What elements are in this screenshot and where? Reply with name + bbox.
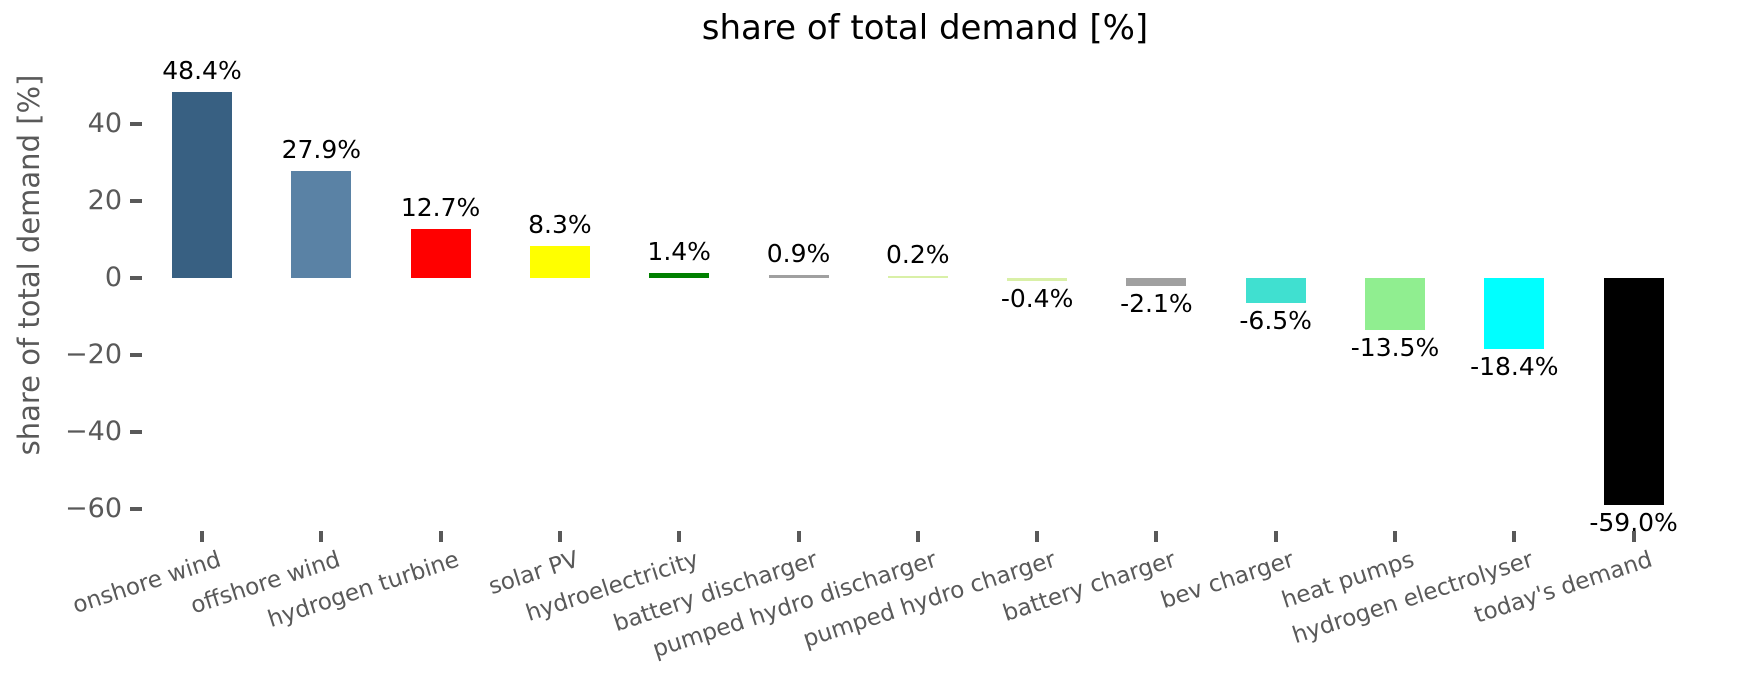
bar-value-label: 27.9% bbox=[281, 134, 361, 164]
bar-solar-pv bbox=[529, 246, 590, 278]
bar-battery-discharger bbox=[768, 274, 829, 278]
x-tick-mark bbox=[677, 531, 682, 542]
x-tick-mark bbox=[319, 531, 324, 542]
x-tick-mark bbox=[1273, 531, 1278, 542]
x-tick-mark bbox=[557, 531, 562, 542]
bar-value-label: -2.1% bbox=[1120, 289, 1193, 319]
bar-hydroelectricity bbox=[649, 272, 710, 278]
bar-bev-charger bbox=[1245, 278, 1306, 304]
x-tick-mark bbox=[915, 531, 920, 542]
x-tick-mark bbox=[438, 531, 443, 542]
y-tick-mark bbox=[130, 199, 142, 203]
x-tick-mark bbox=[1154, 531, 1159, 542]
bar-pumped-hydro-charger bbox=[1007, 278, 1068, 281]
y-tick-mark bbox=[130, 276, 142, 280]
y-tick-label: −20 bbox=[65, 339, 122, 370]
bar-value-label: 48.4% bbox=[162, 55, 242, 85]
bar-today-s-demand bbox=[1603, 278, 1664, 506]
bar-value-label: 8.3% bbox=[528, 210, 592, 240]
bar-value-label: -13.5% bbox=[1350, 332, 1440, 362]
chart-title: share of total demand [%] bbox=[701, 8, 1149, 48]
bar-onshore-wind bbox=[172, 91, 232, 278]
bar-value-label: 0.2% bbox=[886, 239, 950, 269]
bar-offshore-wind bbox=[291, 170, 352, 278]
x-tick-mark bbox=[1631, 531, 1636, 542]
y-tick-label: −60 bbox=[65, 493, 122, 524]
x-tick-mark bbox=[200, 531, 204, 542]
bar-value-label: -6.5% bbox=[1239, 306, 1312, 336]
y-tick-mark bbox=[130, 430, 142, 434]
x-tick-mark bbox=[1035, 531, 1040, 542]
x-tick-mark bbox=[796, 531, 801, 542]
x-tick-mark bbox=[1512, 531, 1517, 542]
y-tick-mark bbox=[130, 507, 142, 511]
bar-pumped-hydro-discharger bbox=[887, 275, 948, 278]
bar-value-label: -18.4% bbox=[1470, 351, 1559, 381]
bar-value-label: 12.7% bbox=[400, 193, 481, 223]
y-tick-label: 40 bbox=[87, 108, 122, 139]
bar-hydrogen-turbine bbox=[410, 229, 471, 278]
y-tick-label: 0 bbox=[104, 262, 122, 293]
bar-value-label: 1.4% bbox=[647, 236, 711, 266]
bar-hydrogen-electrolyser bbox=[1484, 278, 1545, 349]
x-tick-label: bev charger bbox=[1158, 546, 1298, 615]
y-tick-mark bbox=[130, 122, 142, 126]
bar-value-label: -0.4% bbox=[1000, 283, 1074, 313]
bar-value-label: 0.9% bbox=[766, 238, 831, 268]
y-tick-label: 20 bbox=[87, 185, 122, 216]
y-tick-label: −40 bbox=[65, 416, 122, 447]
bar-heat-pumps bbox=[1365, 278, 1425, 330]
x-tick-mark bbox=[1393, 531, 1397, 542]
y-tick-mark bbox=[130, 353, 142, 357]
bar-battery-charger bbox=[1126, 278, 1187, 287]
